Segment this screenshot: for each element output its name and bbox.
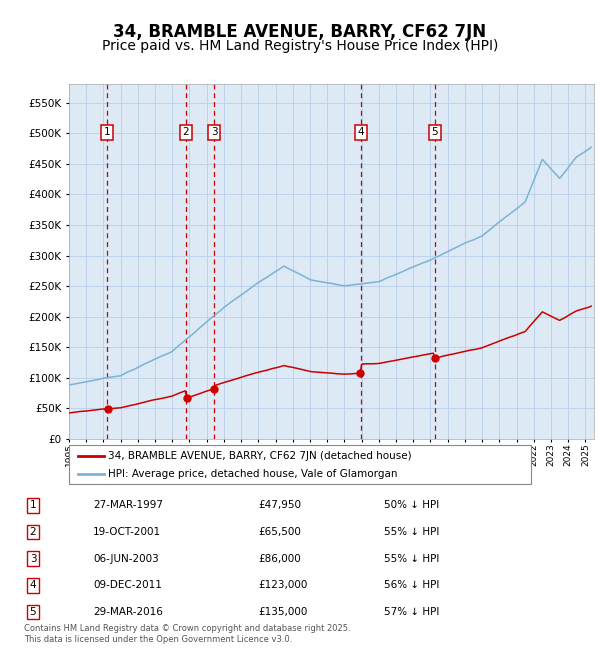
Text: 3: 3: [29, 554, 37, 564]
Text: 55% ↓ HPI: 55% ↓ HPI: [384, 554, 439, 564]
Text: 55% ↓ HPI: 55% ↓ HPI: [384, 527, 439, 537]
Text: £86,000: £86,000: [258, 554, 301, 564]
Text: 09-DEC-2011: 09-DEC-2011: [93, 580, 162, 590]
Text: 29-MAR-2016: 29-MAR-2016: [93, 607, 163, 617]
Text: £47,950: £47,950: [258, 500, 301, 510]
Text: 4: 4: [357, 127, 364, 137]
Text: HPI: Average price, detached house, Vale of Glamorgan: HPI: Average price, detached house, Vale…: [108, 469, 398, 478]
Text: Contains HM Land Registry data © Crown copyright and database right 2025.
This d: Contains HM Land Registry data © Crown c…: [24, 624, 350, 644]
Text: 27-MAR-1997: 27-MAR-1997: [93, 500, 163, 510]
Text: 5: 5: [431, 127, 438, 137]
Text: 3: 3: [211, 127, 217, 137]
Text: £123,000: £123,000: [258, 580, 307, 590]
Text: 4: 4: [29, 580, 37, 590]
Text: 2: 2: [29, 527, 37, 537]
Text: 1: 1: [104, 127, 110, 137]
Text: 1: 1: [29, 500, 37, 510]
Text: 34, BRAMBLE AVENUE, BARRY, CF62 7JN (detached house): 34, BRAMBLE AVENUE, BARRY, CF62 7JN (det…: [108, 451, 412, 461]
Text: Price paid vs. HM Land Registry's House Price Index (HPI): Price paid vs. HM Land Registry's House …: [102, 39, 498, 53]
Text: 56% ↓ HPI: 56% ↓ HPI: [384, 580, 439, 590]
Text: £135,000: £135,000: [258, 607, 307, 617]
Text: 19-OCT-2001: 19-OCT-2001: [93, 527, 161, 537]
Text: £65,500: £65,500: [258, 527, 301, 537]
Text: 50% ↓ HPI: 50% ↓ HPI: [384, 500, 439, 510]
Text: 34, BRAMBLE AVENUE, BARRY, CF62 7JN: 34, BRAMBLE AVENUE, BARRY, CF62 7JN: [113, 23, 487, 41]
Text: 2: 2: [183, 127, 190, 137]
Text: 57% ↓ HPI: 57% ↓ HPI: [384, 607, 439, 617]
Text: 5: 5: [29, 607, 37, 617]
Text: 06-JUN-2003: 06-JUN-2003: [93, 554, 159, 564]
